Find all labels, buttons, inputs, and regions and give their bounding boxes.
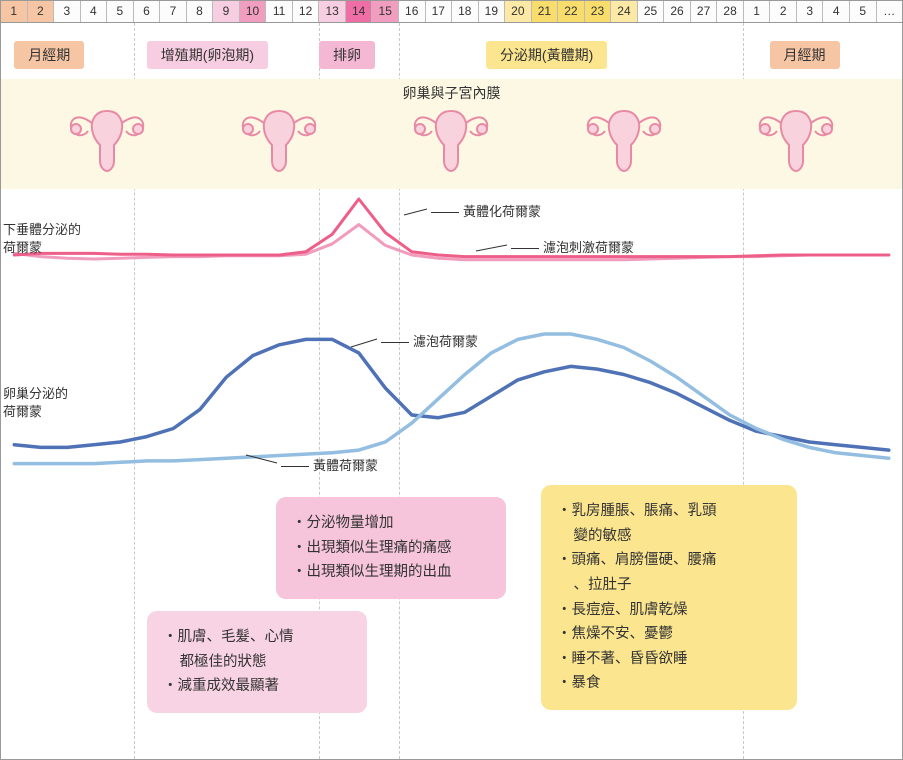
day-cell: 25 [638, 1, 665, 22]
day-cell: 3 [797, 1, 824, 22]
cycle-infographic: 1234567891011121314151617181920212223242… [0, 0, 903, 760]
day-ruler: 1234567891011121314151617181920212223242… [1, 1, 902, 23]
symptom-item: 肌膚、毛髮、心情 都極佳的狀態 [165, 625, 351, 674]
day-cell: 14 [346, 1, 373, 22]
day-cell: 5 [107, 1, 134, 22]
chart-callout: 濾泡刺激荷爾蒙 [511, 237, 634, 256]
uterus-icon [581, 103, 667, 177]
day-cell: 9 [213, 1, 240, 22]
day-cell: 24 [611, 1, 638, 22]
chart-area: 下垂體分泌的荷爾蒙 卵巢分泌的荷爾蒙 黃體化荷爾蒙濾泡刺激荷爾蒙濾泡荷爾蒙黃體荷… [1, 179, 902, 759]
day-cell: 16 [399, 1, 426, 22]
day-cell: 13 [319, 1, 346, 22]
day-cell: 19 [479, 1, 506, 22]
day-cell: 12 [293, 1, 320, 22]
uterus-icon [64, 103, 150, 177]
uterus-row [1, 103, 902, 182]
phase-label: 月經期 [770, 41, 840, 69]
day-cell: 18 [452, 1, 479, 22]
day-cell: 28 [717, 1, 744, 22]
uterus-diagram [408, 103, 494, 182]
chart-callout: 黃體荷爾蒙 [281, 455, 378, 474]
symptom-item: 暴食 [559, 671, 781, 696]
day-cell: … [877, 1, 903, 22]
day-cell: 10 [240, 1, 267, 22]
uterus-diagram [753, 103, 839, 182]
phase-label: 分泌期(黃體期) [486, 41, 607, 69]
day-cell: 6 [134, 1, 161, 22]
day-cell: 21 [532, 1, 559, 22]
uterus-band: 卵巢與子宮內膜 [1, 79, 902, 189]
day-cell: 15 [372, 1, 399, 22]
day-cell: 2 [770, 1, 797, 22]
phase-label: 排卵 [319, 41, 375, 69]
day-cell: 7 [160, 1, 187, 22]
day-cell: 17 [426, 1, 453, 22]
symptom-box: 肌膚、毛髮、心情 都極佳的狀態減重成效最顯著 [147, 611, 367, 713]
symptom-box: 乳房腫脹、脹痛、乳頭 變的敏感頭痛、肩膀僵硬、腰痛 、拉肚子長痘痘、肌膚乾燥焦燥… [541, 485, 797, 710]
day-cell: 8 [187, 1, 214, 22]
uterus-icon [236, 103, 322, 177]
chart1-title: 下垂體分泌的荷爾蒙 [3, 221, 81, 256]
day-cell: 5 [850, 1, 877, 22]
day-cell: 4 [81, 1, 108, 22]
phase-label: 增殖期(卵泡期) [147, 41, 268, 69]
day-cell: 11 [266, 1, 293, 22]
uterus-icon [753, 103, 839, 177]
uterus-band-title: 卵巢與子宮內膜 [1, 83, 902, 103]
day-cell: 22 [558, 1, 585, 22]
series-progesterone [14, 334, 889, 464]
chart-callout: 黃體化荷爾蒙 [431, 201, 541, 220]
symptom-item: 頭痛、肩膀僵硬、腰痛 、拉肚子 [559, 548, 781, 597]
symptom-item: 睡不著、昏昏欲睡 [559, 647, 781, 672]
day-cell: 4 [823, 1, 850, 22]
symptom-item: 減重成效最顯著 [165, 674, 351, 699]
chart-callout: 濾泡荷爾蒙 [381, 331, 478, 350]
symptom-item: 焦燥不安、憂鬱 [559, 622, 781, 647]
uterus-icon [408, 103, 494, 177]
day-cell: 2 [28, 1, 55, 22]
day-cell: 26 [664, 1, 691, 22]
uterus-diagram [64, 103, 150, 182]
chart2-title: 卵巢分泌的荷爾蒙 [3, 385, 68, 420]
symptom-box: 分泌物量增加出現類似生理痛的痛感出現類似生理期的出血 [276, 497, 506, 599]
day-cell: 1 [744, 1, 771, 22]
day-cell: 23 [585, 1, 612, 22]
uterus-diagram [236, 103, 322, 182]
uterus-diagram [581, 103, 667, 182]
symptom-item: 乳房腫脹、脹痛、乳頭 變的敏感 [559, 499, 781, 548]
phase-label: 月經期 [14, 41, 84, 69]
day-cell: 20 [505, 1, 532, 22]
symptom-item: 出現類似生理痛的痛感 [294, 536, 490, 561]
symptom-item: 長痘痘、肌膚乾燥 [559, 598, 781, 623]
day-cell: 1 [1, 1, 28, 22]
symptom-item: 出現類似生理期的出血 [294, 560, 490, 585]
day-cell: 27 [691, 1, 718, 22]
day-cell: 3 [54, 1, 81, 22]
symptom-item: 分泌物量增加 [294, 511, 490, 536]
series-estrogen [14, 339, 889, 450]
